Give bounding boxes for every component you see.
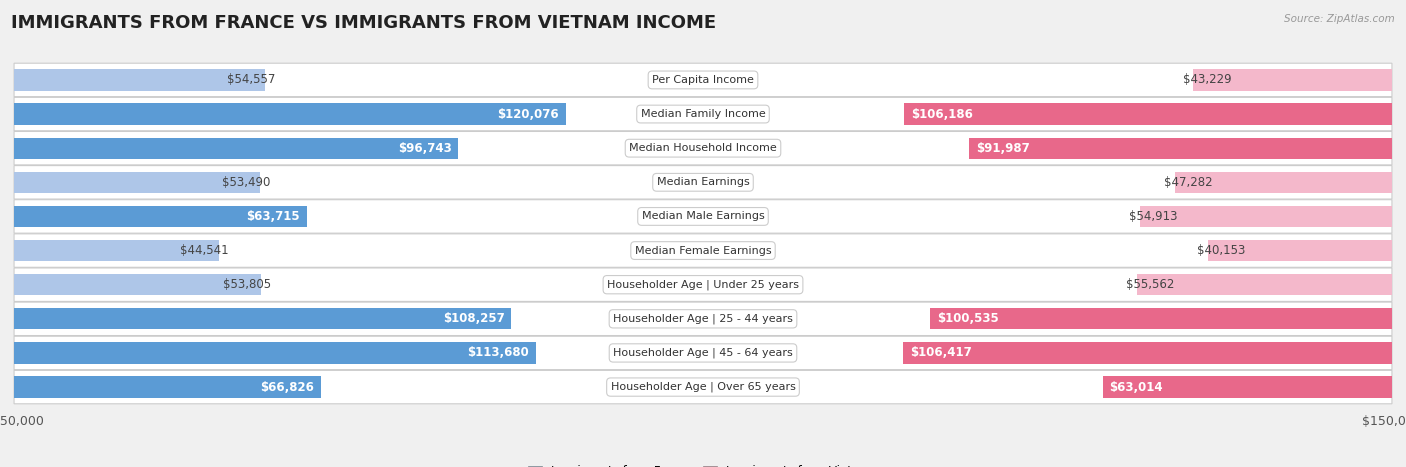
FancyBboxPatch shape (14, 302, 1392, 335)
Bar (14, 274, 262, 295)
Text: $63,014: $63,014 (1109, 381, 1163, 394)
FancyBboxPatch shape (14, 268, 1392, 301)
Bar (1175, 172, 1392, 193)
FancyBboxPatch shape (14, 131, 1392, 165)
Text: Householder Age | Over 65 years: Householder Age | Over 65 years (610, 382, 796, 392)
Text: $120,076: $120,076 (498, 107, 558, 120)
Bar (1136, 274, 1392, 295)
Text: Median Earnings: Median Earnings (657, 177, 749, 187)
Text: Householder Age | Under 25 years: Householder Age | Under 25 years (607, 279, 799, 290)
Bar (1140, 206, 1392, 227)
Text: $47,282: $47,282 (1164, 176, 1213, 189)
Text: $96,743: $96,743 (398, 142, 451, 155)
Text: Median Family Income: Median Family Income (641, 109, 765, 119)
Text: $54,557: $54,557 (226, 73, 276, 86)
Bar (970, 138, 1392, 159)
Text: $106,417: $106,417 (910, 347, 972, 360)
Text: $63,715: $63,715 (246, 210, 299, 223)
Text: $53,490: $53,490 (222, 176, 270, 189)
Text: $100,535: $100,535 (936, 312, 998, 325)
FancyBboxPatch shape (14, 166, 1392, 199)
Text: Householder Age | 25 - 44 years: Householder Age | 25 - 44 years (613, 313, 793, 324)
Bar (1208, 240, 1392, 261)
FancyBboxPatch shape (14, 200, 1392, 233)
Bar (14, 240, 219, 261)
Text: Householder Age | 45 - 64 years: Householder Age | 45 - 64 years (613, 348, 793, 358)
Text: Per Capita Income: Per Capita Income (652, 75, 754, 85)
Text: $53,805: $53,805 (224, 278, 271, 291)
Text: $40,153: $40,153 (1197, 244, 1246, 257)
Text: Median Household Income: Median Household Income (628, 143, 778, 153)
Bar (14, 69, 264, 91)
Legend: Immigrants from France, Immigrants from Vietnam: Immigrants from France, Immigrants from … (523, 460, 883, 467)
Text: $44,541: $44,541 (180, 244, 229, 257)
Bar (14, 138, 458, 159)
Bar (14, 376, 321, 398)
FancyBboxPatch shape (14, 336, 1392, 370)
Text: $113,680: $113,680 (468, 347, 529, 360)
Text: $108,257: $108,257 (443, 312, 505, 325)
Text: $66,826: $66,826 (260, 381, 314, 394)
Bar (14, 104, 565, 125)
FancyBboxPatch shape (14, 97, 1392, 131)
Text: Median Male Earnings: Median Male Earnings (641, 212, 765, 221)
Bar (904, 104, 1392, 125)
Text: IMMIGRANTS FROM FRANCE VS IMMIGRANTS FROM VIETNAM INCOME: IMMIGRANTS FROM FRANCE VS IMMIGRANTS FRO… (11, 14, 717, 32)
Bar (14, 342, 536, 363)
Text: $54,913: $54,913 (1129, 210, 1178, 223)
FancyBboxPatch shape (14, 234, 1392, 267)
Bar (903, 342, 1392, 363)
Bar (14, 206, 307, 227)
Bar (1102, 376, 1392, 398)
Text: $106,186: $106,186 (911, 107, 973, 120)
Text: Median Female Earnings: Median Female Earnings (634, 246, 772, 255)
Bar (14, 172, 260, 193)
FancyBboxPatch shape (14, 370, 1392, 404)
Bar (931, 308, 1392, 329)
Text: $55,562: $55,562 (1126, 278, 1175, 291)
FancyBboxPatch shape (14, 63, 1392, 97)
Bar (1194, 69, 1392, 91)
Bar (14, 308, 512, 329)
Text: Source: ZipAtlas.com: Source: ZipAtlas.com (1284, 14, 1395, 24)
Text: $91,987: $91,987 (976, 142, 1031, 155)
Text: $43,229: $43,229 (1182, 73, 1232, 86)
